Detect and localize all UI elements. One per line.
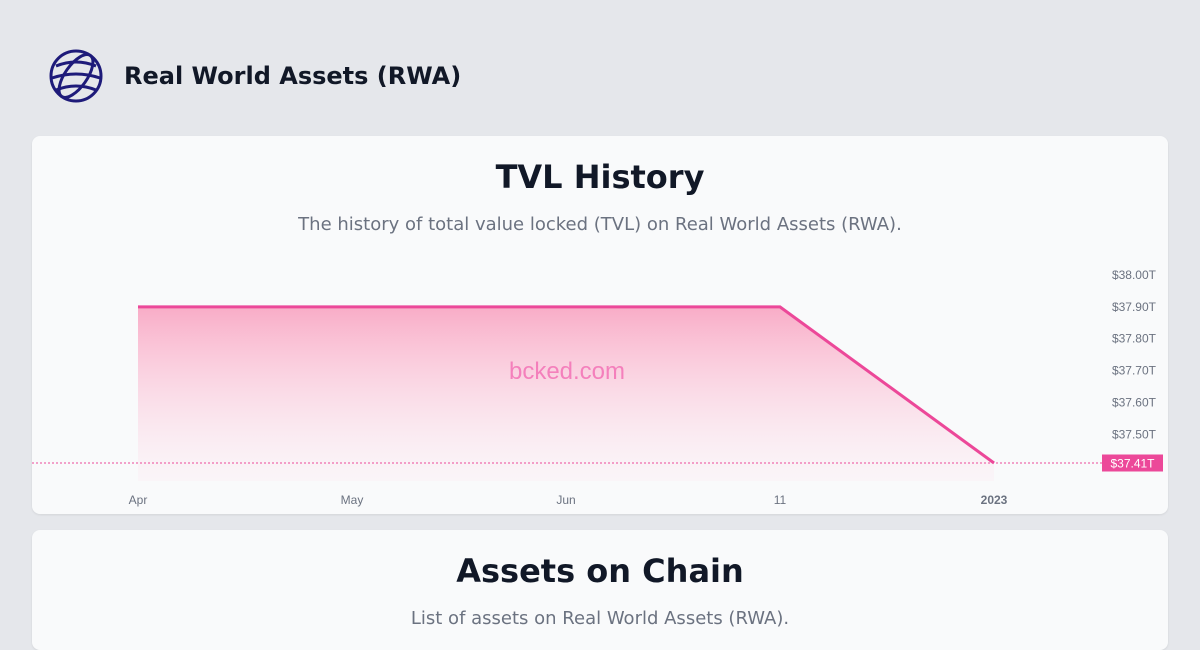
x-axis-ticks: Apr May Jun 11 2023 <box>129 493 1008 507</box>
tvl-history-card: TVL History The history of total value l… <box>32 136 1168 514</box>
y-tick-label: $37.70T <box>1112 364 1157 378</box>
watermark-text: bcked.com <box>509 358 625 385</box>
y-axis-ticks: $38.00T $37.90T $37.80T $37.70T $37.60T $37.5… <box>1112 268 1157 441</box>
y-tick-label: $37.90T <box>1112 300 1157 314</box>
y-tick-label: $37.60T <box>1112 395 1157 409</box>
globe-icon <box>49 49 103 103</box>
assets-card-title: Assets on Chain <box>456 552 744 590</box>
tvl-chart: bcked.com $38.00T$37.90T$37.80T$37.70T$3… <box>32 268 1163 507</box>
tvl-card-subtitle: The history of total value locked (TVL) … <box>298 214 902 235</box>
x-tick-label: 11 <box>774 493 787 507</box>
tvl-area-fill <box>138 306 994 481</box>
tvl-line <box>138 305 995 465</box>
last-value-badge: $37.41T <box>1102 454 1163 472</box>
tvl-card-title: TVL History <box>495 158 705 196</box>
last-value-label: $37.41T <box>1110 457 1155 471</box>
y-tick-label: $38.00T <box>1112 268 1157 282</box>
assets-on-chain-card: Assets on Chain List of assets on Real W… <box>32 530 1168 650</box>
x-tick-label: Jun <box>556 493 575 507</box>
page-header: Real World Assets (RWA) <box>48 46 461 106</box>
page-title: Real World Assets (RWA) <box>124 62 462 90</box>
last-value-badge-bg <box>1102 454 1163 472</box>
x-tick-label: May <box>341 493 364 507</box>
y-tick-label: $37.50T <box>1112 427 1157 441</box>
y-tick-label: $37.80T <box>1112 332 1157 346</box>
x-tick-label: 2023 <box>981 493 1008 507</box>
x-tick-label: Apr <box>129 493 148 507</box>
assets-card-subtitle: List of assets on Real World Assets (RWA… <box>410 608 790 629</box>
